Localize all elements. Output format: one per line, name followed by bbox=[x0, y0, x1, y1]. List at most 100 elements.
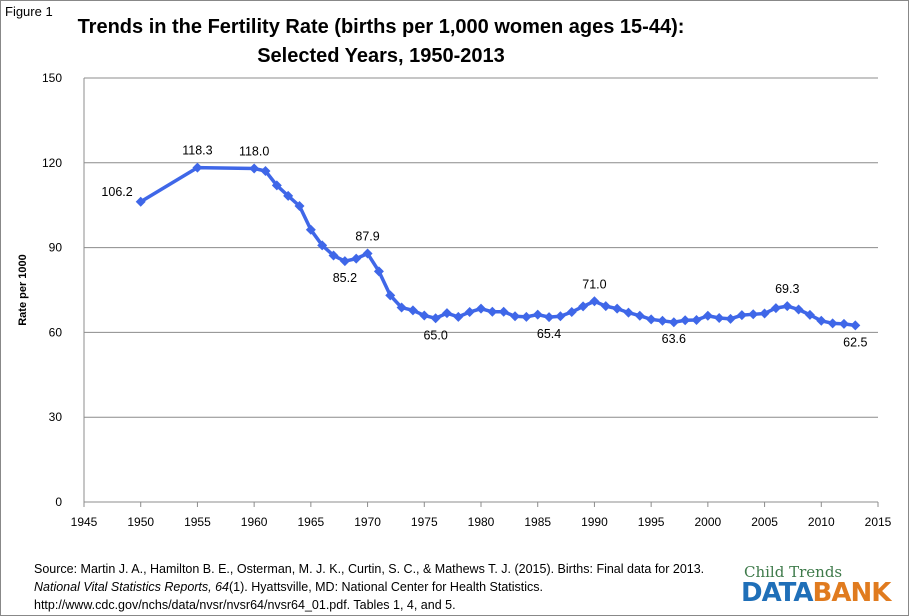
data-point bbox=[680, 315, 691, 326]
data-point bbox=[589, 296, 600, 307]
data-point bbox=[135, 196, 146, 207]
data-point bbox=[419, 310, 430, 321]
data-point bbox=[566, 307, 577, 318]
y-tick-label: 120 bbox=[42, 156, 62, 170]
x-tick-label: 1950 bbox=[127, 515, 154, 529]
data-point bbox=[532, 309, 543, 320]
data-point bbox=[804, 309, 815, 320]
data-label: 118.0 bbox=[239, 144, 269, 158]
series-line bbox=[139, 165, 856, 328]
data-point bbox=[441, 308, 452, 319]
data-point bbox=[430, 313, 441, 324]
data-label: 65.4 bbox=[537, 327, 561, 341]
y-tick-label: 30 bbox=[49, 410, 63, 424]
data-point bbox=[260, 165, 271, 176]
data-point bbox=[759, 308, 770, 319]
data-point bbox=[464, 307, 475, 318]
data-label: 85.2 bbox=[333, 271, 357, 285]
x-tick-label: 1965 bbox=[298, 515, 325, 529]
data-point bbox=[646, 314, 657, 325]
data-point bbox=[555, 311, 566, 322]
data-point bbox=[770, 303, 781, 314]
data-point bbox=[623, 307, 634, 318]
data-label: 87.9 bbox=[355, 230, 379, 244]
line-chart: 0 30 60 90 120 150 1945 1950 1955 1960 1965 1970 197… bbox=[17, 71, 892, 529]
x-tick-label: 2005 bbox=[751, 515, 778, 529]
data-label: 62.5 bbox=[843, 335, 867, 349]
y-tick-label: 60 bbox=[49, 325, 63, 339]
data-point bbox=[827, 318, 838, 329]
source-note: Source: Martin J. A., Hamilton B. E., Os… bbox=[34, 560, 729, 614]
data-point bbox=[453, 311, 464, 322]
journal-name: National Vital Statistics Reports, 64 bbox=[34, 580, 230, 594]
y-axis-label: Rate per 1000 bbox=[17, 254, 29, 326]
figure-label: Figure 1 bbox=[5, 4, 53, 19]
data-point bbox=[396, 302, 407, 313]
data-point bbox=[600, 301, 611, 312]
x-tick-label: 1970 bbox=[354, 515, 381, 529]
data-point bbox=[305, 224, 316, 235]
x-tick-label: 2010 bbox=[808, 515, 835, 529]
data-point bbox=[578, 301, 589, 312]
data-label: 118.3 bbox=[182, 144, 212, 158]
x-tick-label: 1955 bbox=[184, 515, 211, 529]
data-point bbox=[510, 311, 521, 322]
data-point bbox=[328, 250, 339, 261]
data-point bbox=[714, 312, 725, 323]
data-point bbox=[351, 253, 362, 264]
x-tick-label: 1985 bbox=[524, 515, 551, 529]
data-point bbox=[521, 311, 532, 322]
source-line-2-rest: (1). Hyattsville, MD: National Center fo… bbox=[229, 580, 544, 594]
data-point bbox=[385, 290, 396, 301]
data-point bbox=[249, 163, 260, 174]
data-point bbox=[612, 303, 623, 314]
data-point bbox=[782, 301, 793, 312]
data-point bbox=[192, 162, 203, 173]
data-point bbox=[816, 315, 827, 326]
chart-title-line2: Selected Years, 1950-2013 bbox=[257, 45, 505, 67]
data-label: 71.0 bbox=[582, 277, 606, 291]
data-point bbox=[476, 303, 486, 314]
x-tick-label: 1995 bbox=[638, 515, 665, 529]
chart-title: Trends in the Fertility Rate (births per… bbox=[21, 13, 741, 71]
data-point bbox=[702, 310, 713, 321]
source-url: http://www.cdc.gov/nchs/data/nvsr/nvsr64… bbox=[34, 598, 456, 612]
y-tick-label: 150 bbox=[42, 71, 62, 85]
x-tick-label: 2015 bbox=[865, 515, 892, 529]
data-label: 106.2 bbox=[101, 185, 132, 199]
data-point bbox=[793, 304, 804, 315]
x-tick-label: 1945 bbox=[71, 515, 98, 529]
data-label: 63.6 bbox=[662, 332, 686, 346]
x-tick-label: 2000 bbox=[695, 515, 722, 529]
data-label: 65.0 bbox=[423, 328, 447, 342]
data-point bbox=[838, 318, 849, 329]
data-point bbox=[317, 240, 328, 251]
data-point bbox=[407, 305, 418, 316]
data-point bbox=[850, 320, 861, 331]
data-point bbox=[487, 306, 498, 317]
data-point bbox=[373, 266, 384, 277]
x-tick-label: 1990 bbox=[581, 515, 608, 529]
chart-title-line1: Trends in the Fertility Rate (births per… bbox=[77, 16, 685, 38]
data-point bbox=[294, 201, 305, 212]
data-point bbox=[362, 248, 373, 259]
data-point bbox=[271, 180, 282, 191]
data-point bbox=[691, 314, 702, 325]
data-point bbox=[283, 190, 294, 201]
data-point bbox=[657, 315, 668, 326]
data-point bbox=[668, 317, 679, 328]
x-tick-label: 1960 bbox=[241, 515, 268, 529]
source-line-2: National Vital Statistics Reports, 64(1)… bbox=[34, 578, 729, 596]
y-tick-label: 0 bbox=[55, 495, 62, 509]
data-point bbox=[544, 312, 555, 323]
data-point bbox=[748, 309, 759, 320]
data-point bbox=[634, 310, 645, 321]
child-trends-databank-logo: Child Trends DATABANK bbox=[741, 563, 891, 608]
data-point bbox=[725, 313, 736, 324]
data-point bbox=[339, 256, 350, 267]
y-tick-label: 90 bbox=[49, 241, 63, 255]
x-tick-label: 1980 bbox=[468, 515, 495, 529]
data-label: 69.3 bbox=[775, 282, 799, 296]
data-point bbox=[736, 310, 747, 321]
